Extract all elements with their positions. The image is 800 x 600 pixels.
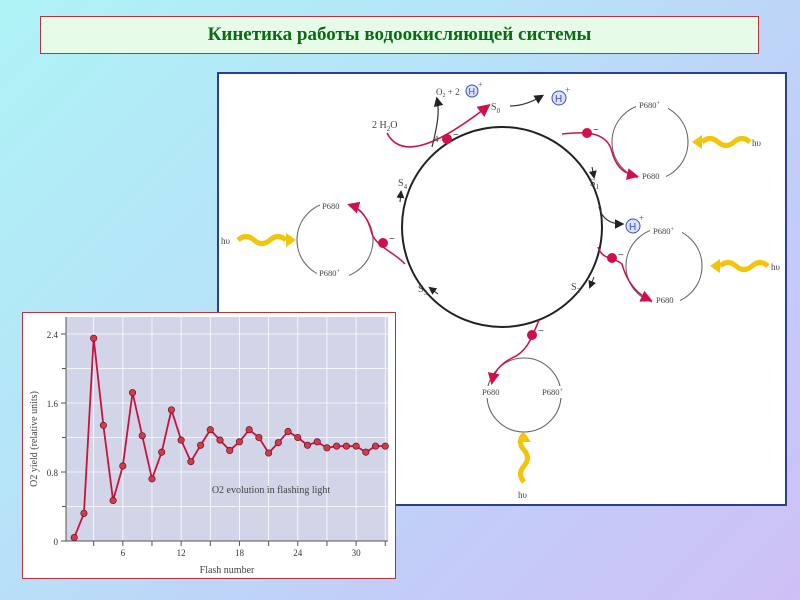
data-point [352, 442, 360, 450]
data-point [128, 389, 137, 397]
state-s4: S4 [398, 178, 408, 191]
data-point [333, 442, 341, 450]
p680-loop-2: P680+ P680 − hυ [597, 224, 781, 306]
p680-loop-3: P680 P680+ − hυ [221, 200, 406, 279]
data-point [274, 439, 282, 447]
data-point [99, 421, 107, 429]
plot-area [66, 317, 388, 541]
svg-text:hυ: hυ [752, 138, 762, 148]
svg-text:P680+: P680+ [542, 387, 563, 397]
data-point [255, 433, 263, 442]
water-label: 2 H2O [372, 120, 397, 133]
data-point [294, 433, 302, 442]
proton-icon [551, 90, 567, 106]
svg-text:P680+: P680+ [319, 268, 340, 278]
svg-text:+: + [639, 213, 644, 223]
data-point [371, 442, 380, 450]
products-label: O2 + 2 [436, 87, 460, 99]
svg-text:−: − [593, 125, 599, 136]
o2-release-arrow [431, 96, 444, 148]
data-point [197, 441, 205, 449]
data-point [177, 436, 185, 444]
svg-text:P680: P680 [642, 171, 659, 181]
data-point [187, 458, 195, 466]
y-tick-label: 1.6 [47, 399, 59, 409]
svg-text:hυ: hυ [221, 236, 231, 246]
data-point [80, 509, 88, 517]
svg-text:P680+: P680+ [639, 100, 660, 110]
data-point [148, 475, 156, 483]
data-point [381, 442, 389, 450]
x-tick-label: 24 [293, 548, 303, 558]
s-state-cycle [396, 126, 603, 328]
data-point [235, 438, 244, 446]
svg-text:P680: P680 [322, 201, 339, 211]
svg-text:H: H [629, 222, 636, 233]
svg-text:−: − [538, 326, 544, 337]
y-axis-label: O2 yield (relative units) [29, 391, 40, 487]
proton-icon [625, 218, 641, 234]
chart-annotation: O2 evolution in flashing light [212, 485, 331, 496]
o2-yield-chart: 0 0.8 1.6 2.4 6 12 18 24 30 Flash number O2 yield … [22, 312, 396, 579]
state-s0: S0 [491, 102, 501, 115]
y-tick-label: 2.4 [47, 330, 59, 340]
x-tick-label: 6 [121, 548, 126, 558]
p680-loop-4: P680 P680+ − hυ [480, 319, 572, 500]
kok-cycle-svg: S0 S1 S2 S3 S4 2 H2O O2 + 2 H + 4 − H + … [221, 80, 781, 500]
data-point [323, 444, 331, 452]
svg-text:4: 4 [434, 134, 439, 144]
page-title: Кинетика работы водоокисляющей системы [207, 24, 592, 45]
data-point [313, 438, 321, 446]
state-s3: S3 [418, 284, 428, 297]
electron-icon [442, 134, 452, 144]
svg-text:−: − [389, 234, 395, 245]
svg-text:P680: P680 [656, 295, 673, 305]
data-point [362, 448, 370, 456]
data-point [342, 442, 350, 450]
y-tick-label: 0.8 [47, 468, 59, 478]
o2-yield-chart-svg: 0 0.8 1.6 2.4 6 12 18 24 30 Flash number O2 yield … [29, 317, 389, 576]
x-tick-label: 12 [177, 548, 186, 558]
svg-text:−: − [453, 130, 459, 141]
svg-text:−: − [618, 250, 624, 261]
data-point [206, 426, 214, 434]
data-point [245, 426, 253, 434]
svg-text:+: + [478, 80, 483, 89]
x-tick-label: 30 [352, 548, 362, 558]
proton-icon [465, 84, 479, 98]
data-point [284, 427, 292, 436]
svg-text:H: H [469, 87, 476, 97]
data-point [167, 406, 175, 414]
state-s2: S2 [571, 282, 581, 295]
water-electron-path [386, 104, 491, 148]
data-point [158, 448, 166, 456]
x-tick-label: 18 [235, 548, 245, 558]
data-point [119, 462, 127, 470]
data-point [90, 334, 98, 342]
title-banner: Кинетика работы водоокисляющей системы [40, 16, 759, 54]
data-point [216, 436, 224, 444]
p680-loop-1: P680+ P680 − hυ [561, 99, 762, 182]
data-point [303, 441, 312, 449]
svg-text:H: H [555, 94, 562, 105]
svg-text:P680+: P680+ [653, 226, 674, 236]
data-point [265, 449, 273, 457]
data-point [226, 446, 234, 454]
svg-text:hυ: hυ [518, 490, 528, 500]
x-axis-label: Flash number [200, 565, 255, 576]
y-tick-label: 0 [54, 537, 59, 547]
data-point [109, 496, 117, 505]
data-point [138, 432, 146, 440]
state-s1: S1 [590, 178, 600, 191]
svg-text:P680: P680 [482, 387, 499, 397]
svg-text:+: + [565, 85, 570, 95]
data-point [70, 533, 78, 542]
svg-text:hυ: hυ [771, 262, 781, 272]
